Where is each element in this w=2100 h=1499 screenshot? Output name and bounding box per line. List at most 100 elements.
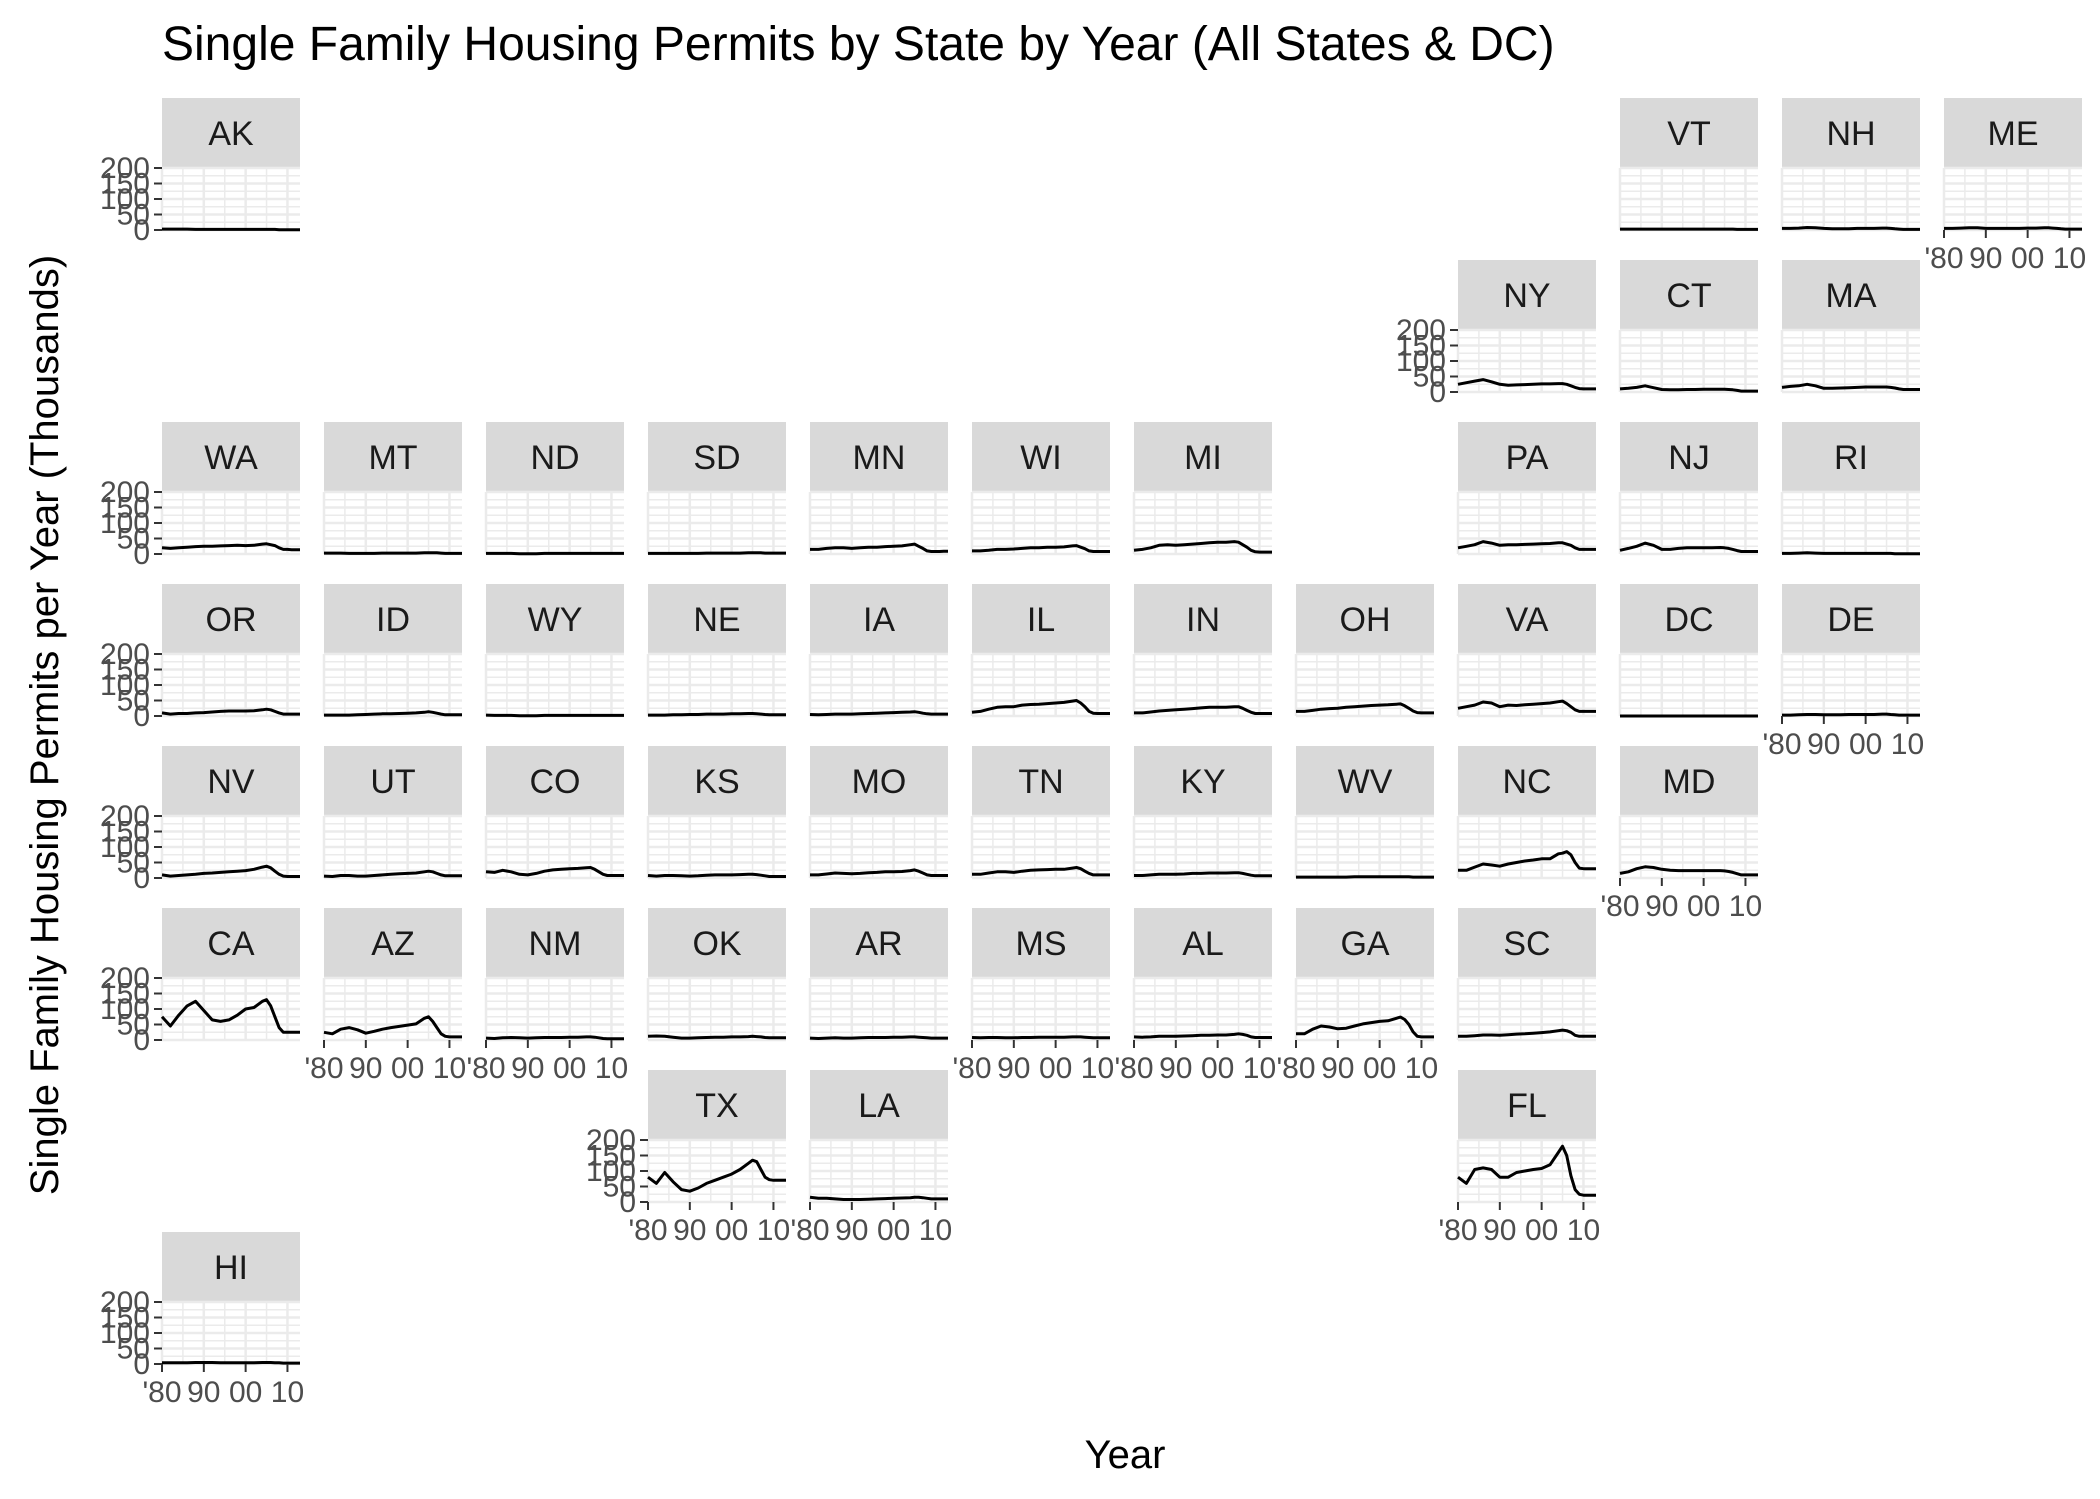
series-line-wy [486, 715, 624, 716]
x-tick-label-al: 90 [1159, 1052, 1192, 1085]
series-line-sd [648, 553, 786, 554]
strip-label-ut: UT [370, 763, 415, 801]
x-tick-label-ms: '80 [952, 1052, 991, 1085]
panel-in: IN [1134, 584, 1272, 716]
series-line-ms [972, 1037, 1110, 1038]
series-line-mt [324, 553, 462, 554]
series-line-ar [810, 1037, 948, 1039]
strip-label-wy: WY [528, 601, 583, 639]
x-tick-label-me: 10 [2053, 242, 2086, 275]
strip-label-ms: MS [1016, 925, 1067, 963]
strip-label-hi: HI [214, 1249, 248, 1287]
x-tick-label-tx: 10 [757, 1214, 790, 1247]
series-line-ne [648, 714, 786, 716]
chart-title: Single Family Housing Permits by State b… [162, 18, 1555, 71]
series-line-ok [648, 1036, 786, 1038]
panel-ia: IA [810, 584, 948, 716]
panel-ar: AR [810, 908, 948, 1040]
panel-wi: WI [972, 422, 1110, 554]
strip-label-nm: NM [529, 925, 582, 963]
strip-label-ar: AR [855, 925, 902, 963]
series-line-nm [486, 1037, 624, 1039]
x-tick-label-nm: 00 [553, 1052, 586, 1085]
series-line-ak [162, 229, 300, 230]
panel-mi: MI [1134, 422, 1272, 554]
panel-ks: KS [648, 746, 786, 878]
x-tick-label-nm: 10 [595, 1052, 628, 1085]
strip-label-tn: TN [1018, 763, 1063, 801]
x-tick-label-hi: 00 [229, 1376, 262, 1409]
panel-ky: KY [1134, 746, 1272, 878]
x-tick-label-nm: 90 [511, 1052, 544, 1085]
x-tick-label-ga: 00 [1363, 1052, 1396, 1085]
y-tick-label-ca: 200 [100, 962, 150, 995]
strip-label-al: AL [1182, 925, 1224, 963]
x-tick-label-az: 10 [433, 1052, 466, 1085]
panel-ri: RI [1782, 422, 1920, 554]
y-tick-label-tx: 200 [586, 1124, 636, 1157]
strip-label-pa: PA [1506, 439, 1549, 477]
y-tick-label-wa: 200 [100, 476, 150, 509]
panel-co: CO [486, 746, 624, 878]
strip-label-nh: NH [1826, 115, 1875, 153]
strip-label-ne: NE [693, 601, 740, 639]
x-tick-label-fl: 00 [1525, 1214, 1558, 1247]
strip-label-de: DE [1827, 601, 1874, 639]
panel-sd: SD [648, 422, 786, 554]
x-tick-label-tx: 00 [715, 1214, 748, 1247]
x-tick-label-md: 00 [1687, 890, 1720, 923]
strip-label-wi: WI [1020, 439, 1062, 477]
strip-label-mn: MN [853, 439, 906, 477]
panel-tn: TN [972, 746, 1110, 878]
y-tick-label-ak: 200 [100, 152, 150, 185]
x-axis-title: Year [1085, 1433, 1166, 1477]
panel-wy: WY [486, 584, 624, 716]
x-tick-label-ms: 10 [1081, 1052, 1114, 1085]
strip-label-mi: MI [1184, 439, 1222, 477]
x-tick-label-ga: 90 [1321, 1052, 1354, 1085]
strip-label-oh: OH [1340, 601, 1391, 639]
strip-label-nj: NJ [1668, 439, 1710, 477]
x-tick-label-de: 10 [1891, 728, 1924, 761]
x-tick-label-la: 00 [877, 1214, 910, 1247]
x-tick-label-md: '80 [1600, 890, 1639, 923]
panel-mt: MT [324, 422, 462, 554]
x-tick-label-de: 00 [1849, 728, 1882, 761]
strip-label-co: CO [530, 763, 581, 801]
panel-dc: DC [1620, 584, 1758, 716]
panel-ct: CT [1620, 260, 1758, 392]
y-tick-label-nv: 200 [100, 800, 150, 833]
strip-label-sc: SC [1503, 925, 1550, 963]
panel-nc: NC [1458, 746, 1596, 878]
strip-label-nd: ND [530, 439, 579, 477]
series-line-hi [162, 1363, 300, 1364]
y-tick-label-hi: 200 [100, 1286, 150, 1319]
panel-wv: WV [1296, 746, 1434, 878]
x-tick-label-hi: 10 [271, 1376, 304, 1409]
x-tick-label-de: 90 [1807, 728, 1840, 761]
series-line-me [1944, 228, 2082, 229]
strip-label-il: IL [1027, 601, 1055, 639]
x-tick-label-fl: 10 [1567, 1214, 1600, 1247]
strip-label-la: LA [858, 1087, 900, 1125]
panel-nh: NH [1782, 98, 1920, 230]
strip-label-ct: CT [1666, 277, 1711, 315]
panel-pa: PA [1458, 422, 1596, 554]
strip-label-or: OR [206, 601, 257, 639]
x-tick-label-ga: 10 [1405, 1052, 1438, 1085]
x-tick-label-md: 90 [1645, 890, 1678, 923]
panel-oh: OH [1296, 584, 1434, 716]
x-tick-label-az: 00 [391, 1052, 424, 1085]
strip-label-mo: MO [852, 763, 907, 801]
x-tick-label-ms: 90 [997, 1052, 1030, 1085]
panel-vt: VT [1620, 98, 1758, 230]
strip-label-ok: OK [692, 925, 741, 963]
strip-label-az: AZ [371, 925, 414, 963]
panel-mo: MO [810, 746, 948, 878]
panel-nj: NJ [1620, 422, 1758, 554]
series-line-la [810, 1197, 948, 1199]
strip-label-ri: RI [1834, 439, 1868, 477]
strip-label-ia: IA [863, 601, 895, 639]
strip-label-ma: MA [1826, 277, 1877, 315]
series-line-nh [1782, 228, 1920, 230]
